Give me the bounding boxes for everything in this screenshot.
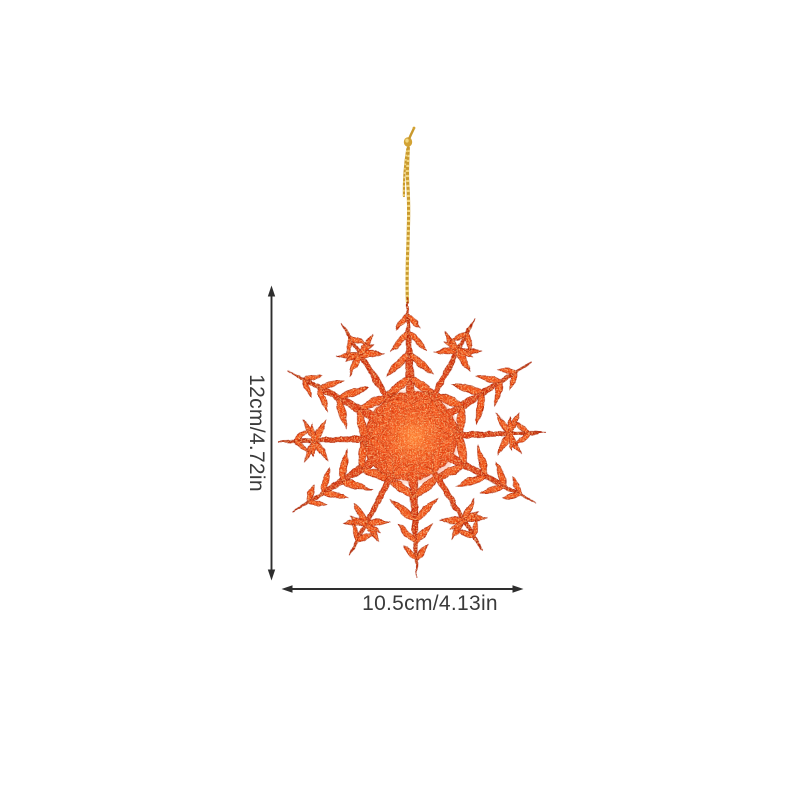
string-knot-tail (408, 127, 415, 140)
snowflake-ornament (268, 291, 556, 583)
arrowhead-left-icon (281, 585, 293, 593)
arrowhead-right-icon (512, 585, 524, 593)
arrowhead-down-icon (267, 569, 276, 581)
arrowhead-up-icon (267, 285, 276, 297)
vertical-dimension-arrow (267, 285, 276, 581)
string-braid-highlight (405, 147, 411, 303)
hanging-hole (401, 307, 406, 313)
hanging-string (402, 126, 416, 304)
horizontal-dimension-arrow (281, 585, 524, 593)
height-dimension-label: 12cm/4.72in (245, 374, 268, 492)
width-dimension-label: 10.5cm/4.13in (362, 592, 498, 615)
